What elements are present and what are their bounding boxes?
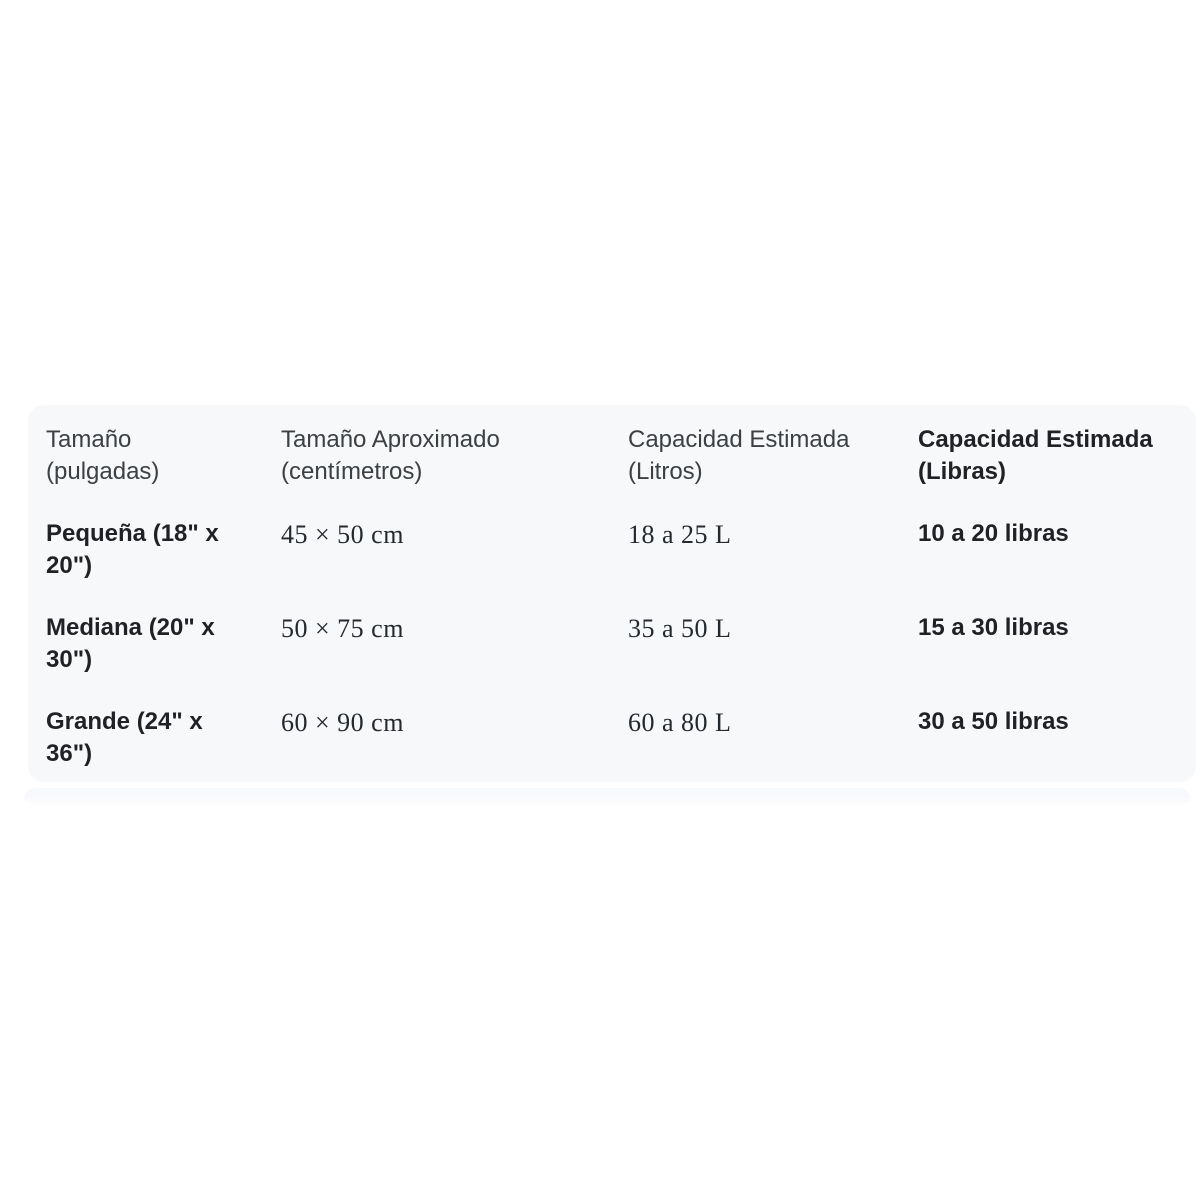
table-row: Grande (24" x 36") 60 × 90 cm 60 a 80 L … [46,706,1180,770]
table-header-row: Tamaño (pulgadas) Tamaño Aproximado (cen… [46,424,1180,488]
table-row: Mediana (20" x 30") 50 × 75 cm 35 a 50 L… [46,612,1180,676]
cell-text: 30 a 50 libras [918,708,1069,735]
cell-text: Mediana (20" x 30") [46,614,215,673]
cell-text: 60 a 80 L [628,708,732,737]
cell-size-cm: 60 × 90 cm [281,706,628,739]
next-card-preview [24,788,1190,804]
cell-capacity-liters: 60 a 80 L [628,706,918,739]
cell-text: Grande (24" x 36") [46,708,203,767]
column-header-capacity-liters: Capacidad Estimada (Litros) [628,424,918,488]
cell-capacity-pounds: 10 a 20 libras [918,518,1180,550]
cell-text: 50 × 75 cm [281,614,404,643]
column-header-label: Capacidad Estimada (Litros) [628,426,850,485]
cell-text: 10 a 20 libras [918,520,1069,547]
cell-capacity-liters: 35 a 50 L [628,612,918,645]
cell-capacity-liters: 18 a 25 L [628,518,918,551]
cell-capacity-pounds: 15 a 30 libras [918,612,1180,644]
cell-size-cm: 45 × 50 cm [281,518,628,551]
size-table-card: Tamaño (pulgadas) Tamaño Aproximado (cen… [28,405,1196,782]
cell-text: 35 a 50 L [628,614,732,643]
cell-size-inches: Mediana (20" x 30") [46,612,281,676]
cell-size-inches: Pequeña (18" x 20") [46,518,281,582]
column-header-size-inches: Tamaño (pulgadas) [46,424,281,488]
column-header-capacity-pounds: Capacidad Estimada (Libras) [918,424,1180,488]
cell-text: 15 a 30 libras [918,614,1069,641]
cell-text: 45 × 50 cm [281,520,404,549]
cell-text: 60 × 90 cm [281,708,404,737]
cell-text: Pequeña (18" x 20") [46,520,219,579]
column-header-label: Capacidad Estimada (Libras) [918,426,1153,485]
cell-capacity-pounds: 30 a 50 libras [918,706,1180,738]
cell-size-cm: 50 × 75 cm [281,612,628,645]
cell-text: 18 a 25 L [628,520,732,549]
column-header-label: Tamaño (pulgadas) [46,426,160,485]
column-header-label: Tamaño Aproximado (centímetros) [281,426,500,485]
column-header-size-cm: Tamaño Aproximado (centímetros) [281,424,628,488]
table-row: Pequeña (18" x 20") 45 × 50 cm 18 a 25 L… [46,518,1180,582]
cell-size-inches: Grande (24" x 36") [46,706,281,770]
